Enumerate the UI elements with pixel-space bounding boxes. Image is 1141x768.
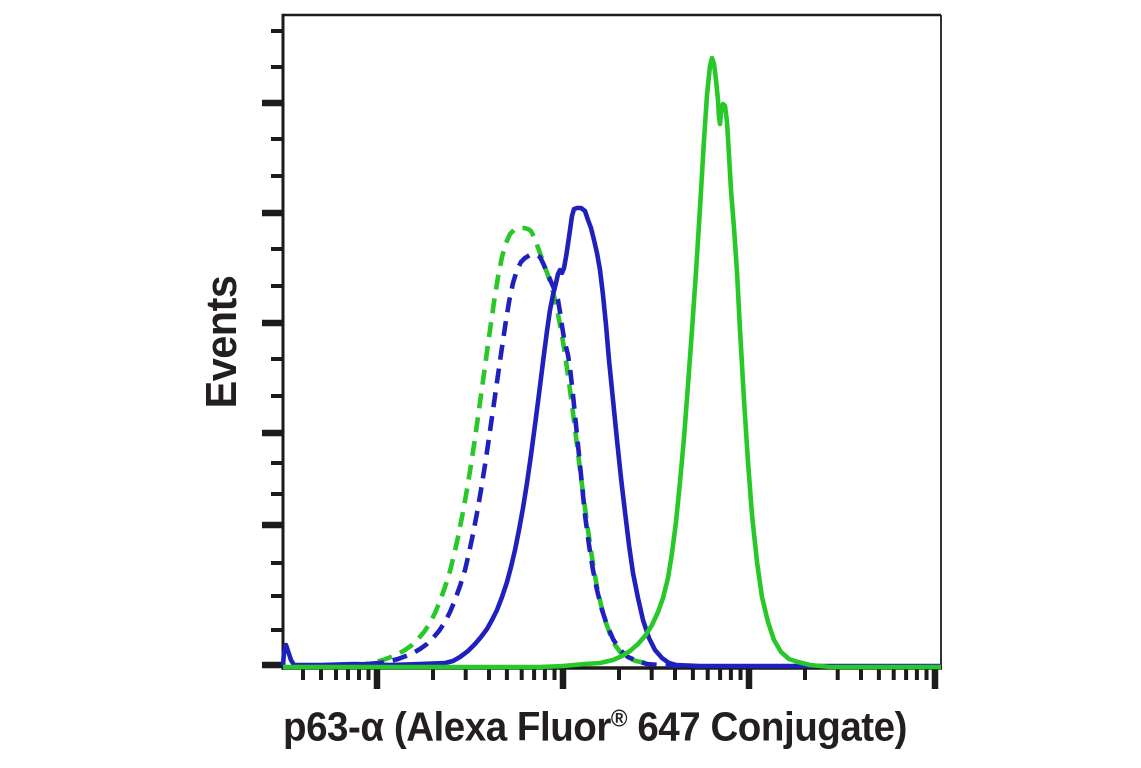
blue-solid-histogram xyxy=(280,205,941,669)
x-axis-label-rest: 647 Conjugate) xyxy=(627,703,907,750)
axis-frame-group xyxy=(281,13,942,670)
registered-trademark-symbol: ® xyxy=(610,705,628,733)
y-axis-label: Events xyxy=(197,275,246,409)
green-dashed-histogram xyxy=(329,225,646,669)
x-axis-label: p63-α (Alexa Fluor® 647 Conjugate) xyxy=(283,704,907,751)
axis-ticks-group xyxy=(262,29,939,689)
green-solid-histogram xyxy=(283,55,941,670)
x-axis-label-main: p63-α (Alexa Fluor xyxy=(283,703,611,750)
histogram-series-group xyxy=(280,55,941,670)
blue-dashed-histogram xyxy=(344,252,681,669)
